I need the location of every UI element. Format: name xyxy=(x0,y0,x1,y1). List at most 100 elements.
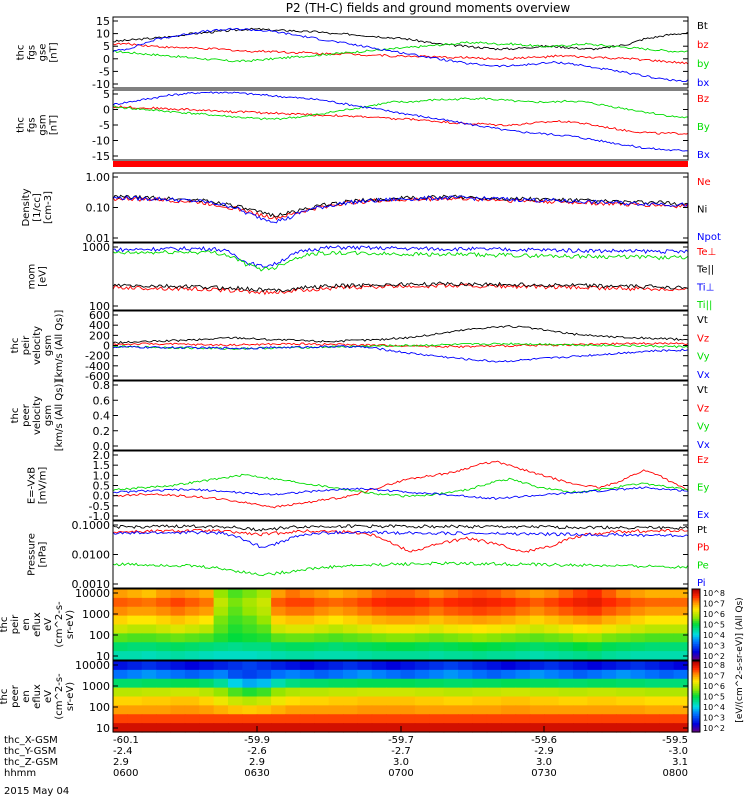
heatmap-cell xyxy=(228,589,243,599)
heatmap-cell xyxy=(184,642,200,652)
y-tick-label: -600 xyxy=(85,370,110,383)
heatmap-cell xyxy=(113,661,128,671)
heatmap-cell xyxy=(343,705,358,715)
y-tick-label: 5 xyxy=(103,40,110,53)
heatmap-cell xyxy=(184,624,200,634)
heatmap-cell xyxy=(616,669,632,680)
heatmap-cell xyxy=(156,714,172,724)
heatmap-cell xyxy=(414,723,430,733)
heatmap-cell xyxy=(156,642,172,652)
heatmap-cell xyxy=(429,723,445,733)
colorbar-segment xyxy=(692,689,700,692)
x-axis-value: 0600 xyxy=(113,768,138,779)
y-axis-label: [eV] xyxy=(38,266,49,287)
plot-date: 2015 May 04 xyxy=(4,786,69,797)
heatmap-cell xyxy=(458,606,473,617)
heatmap-cell xyxy=(113,633,128,643)
heatmap-cell xyxy=(357,661,373,671)
heatmap-cell xyxy=(314,589,330,599)
heatmap-cell xyxy=(113,678,128,689)
y-tick-label: 10 xyxy=(96,650,110,663)
heatmap-cell xyxy=(486,669,502,680)
y-axis-label: fgs xyxy=(27,45,38,60)
heatmap-cell xyxy=(515,696,531,706)
heatmap-cell xyxy=(285,678,301,689)
y-tick-label: 1000 xyxy=(82,680,110,693)
y-tick-label: 0.6 xyxy=(93,394,111,407)
heatmap-cell xyxy=(184,687,200,698)
heatmap-cell xyxy=(371,651,387,661)
x-axis-value: -2.7 xyxy=(391,746,411,757)
heatmap-cell xyxy=(170,669,186,680)
heatmap-cell xyxy=(256,696,272,706)
legend-entry-Pb: Pb xyxy=(697,543,709,554)
heatmap-cell xyxy=(630,651,646,661)
heatmap-cell xyxy=(156,723,172,733)
heatmap-cell xyxy=(314,723,330,733)
heatmap-cell xyxy=(414,642,430,652)
heatmap-cell xyxy=(644,723,660,733)
y-tick-label: -10 xyxy=(92,135,110,148)
legend-entry-By: By xyxy=(697,122,710,133)
heatmap-cell xyxy=(299,633,315,643)
heatmap-cell xyxy=(414,696,430,706)
heatmap-cell xyxy=(343,661,358,671)
heatmap-cell xyxy=(228,696,243,706)
colorbar-segment xyxy=(692,658,700,661)
heatmap-cell xyxy=(285,723,301,733)
colorbar-segment xyxy=(692,698,700,701)
heatmap-cell xyxy=(414,687,430,698)
heatmap-cell xyxy=(515,589,531,599)
y-axis-label: thc xyxy=(16,45,27,61)
colorbar-segment xyxy=(692,617,700,620)
heatmap-cell xyxy=(601,624,617,634)
heatmap-cell xyxy=(472,615,488,626)
heatmap-cell xyxy=(371,669,387,680)
heatmap-cell xyxy=(544,687,560,698)
heatmap-cell xyxy=(113,642,128,652)
colorbar-segment xyxy=(692,710,700,714)
heatmap-cell xyxy=(199,661,215,671)
heatmap-cell xyxy=(529,597,545,608)
heatmap-cell xyxy=(587,624,603,634)
heatmap-cell xyxy=(515,714,531,724)
heatmap-cell xyxy=(228,714,243,724)
heatmap-cell xyxy=(386,589,402,599)
heatmap-cell xyxy=(558,705,574,715)
panel-pressure: 0.1000 0.0100 0.0010 Pressure [nPa] Pt Pb Pe Pi xyxy=(27,519,710,591)
y-tick-label: 0.0010 xyxy=(72,578,111,591)
heatmap-cell xyxy=(170,723,186,733)
y-axis-label: [nPa] xyxy=(38,541,49,567)
heatmap-cell xyxy=(113,705,128,715)
heatmap-cell xyxy=(314,687,330,698)
heatmap-cell xyxy=(170,642,186,652)
heatmap-cell xyxy=(673,687,689,698)
heatmap-cell xyxy=(256,687,272,698)
heatmap-cell xyxy=(443,696,459,706)
heatmap-cell xyxy=(644,714,660,724)
heatmap-cell xyxy=(616,597,632,608)
panel-frame xyxy=(112,16,689,89)
heatmap-cell xyxy=(601,678,617,689)
colorbar-segment xyxy=(692,678,700,682)
legend-entry-Pi: Pi xyxy=(697,578,706,589)
colorbar-segment xyxy=(692,608,700,611)
y-axis-label: Pressure xyxy=(27,533,38,576)
heatmap-cell xyxy=(386,633,402,643)
heatmap-cell xyxy=(314,714,330,724)
series-line-Vx xyxy=(112,345,689,363)
heatmap-cell xyxy=(529,687,545,698)
heatmap-cell xyxy=(630,678,646,689)
heatmap-cell xyxy=(242,651,258,661)
heatmap-cell xyxy=(558,615,574,626)
heatmap-cell xyxy=(587,606,603,617)
heatmap-cell xyxy=(386,661,402,671)
y-axis-label: [km/s (All Qs)] xyxy=(54,380,65,452)
heatmap-cell xyxy=(616,661,632,671)
heatmap-cell xyxy=(156,606,172,617)
heatmap-cell xyxy=(673,661,689,671)
heatmap-cell xyxy=(458,651,473,661)
heatmap-cell xyxy=(113,606,128,617)
colorbar-segment xyxy=(692,691,700,694)
colorbar-segment xyxy=(692,724,700,728)
